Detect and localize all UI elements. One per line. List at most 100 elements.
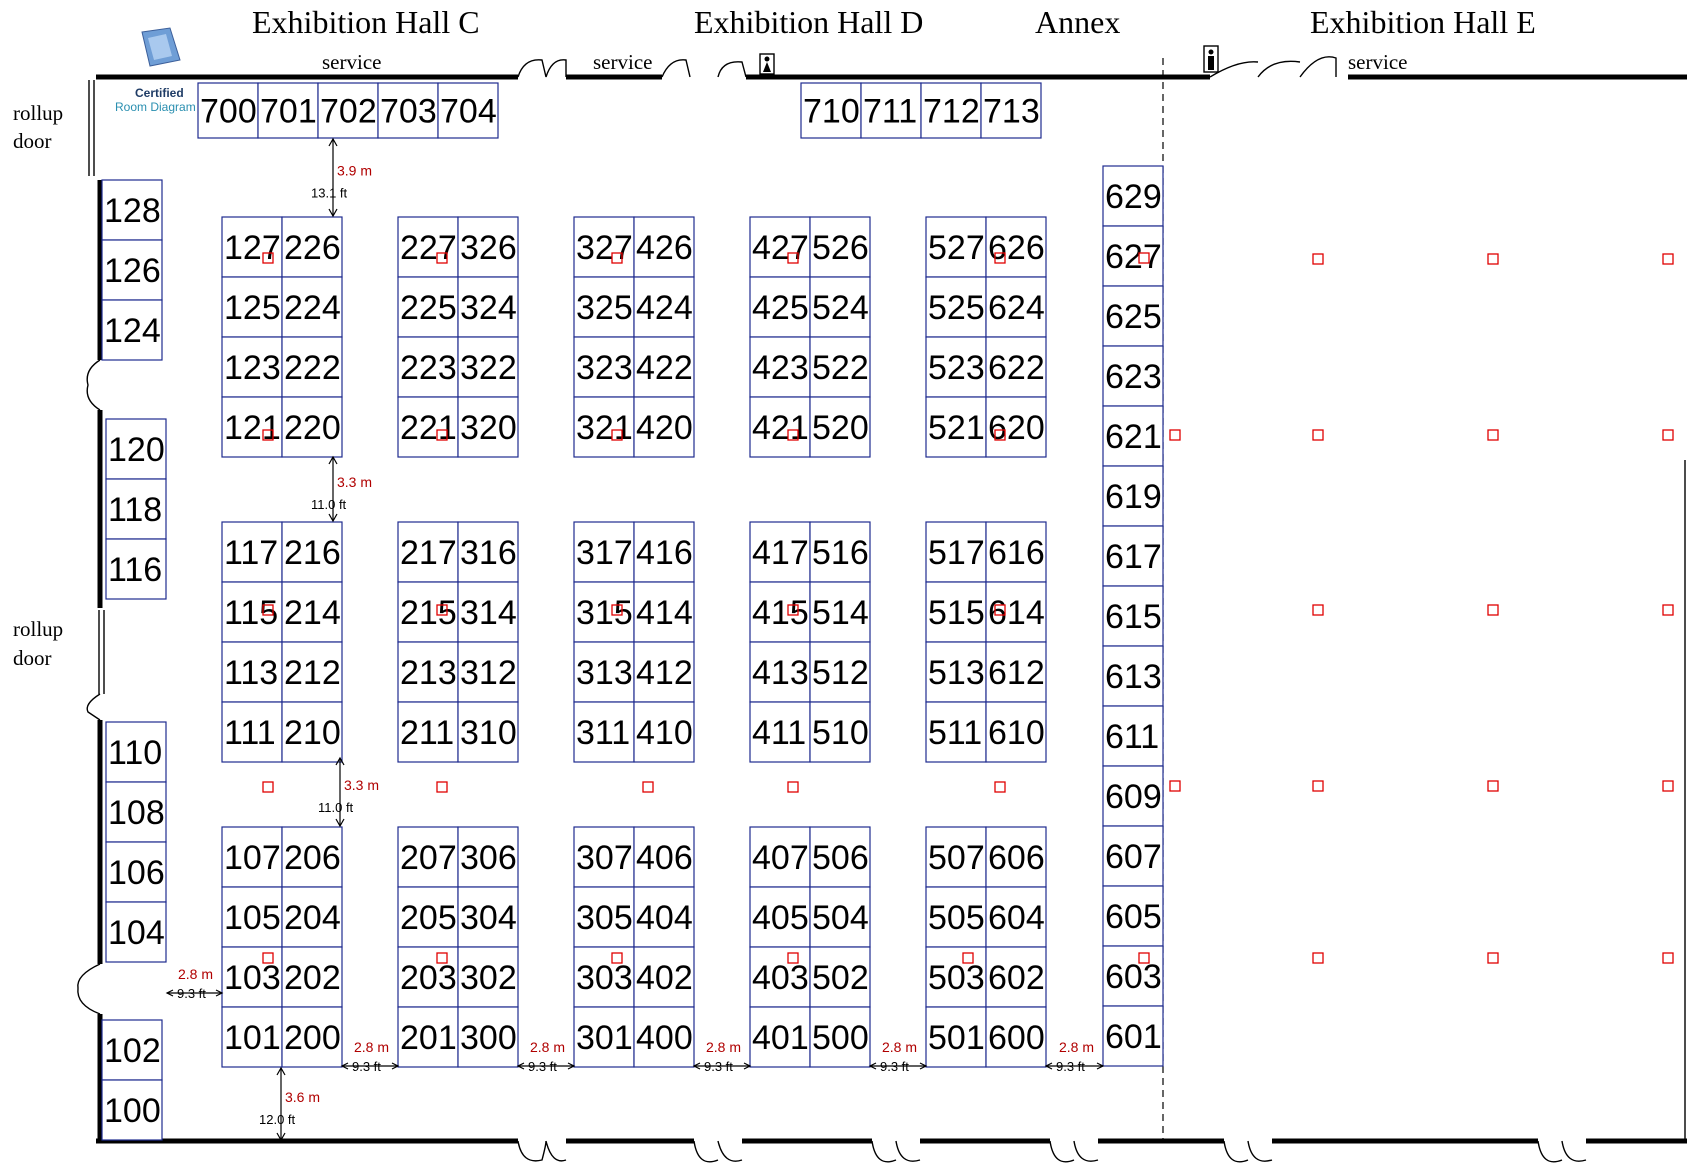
booth-526[interactable]: 526 <box>809 216 871 278</box>
booth-612[interactable]: 612 <box>985 641 1047 703</box>
booth-500[interactable]: 500 <box>809 1006 871 1068</box>
booth-214[interactable]: 214 <box>281 581 343 643</box>
booth-623[interactable]: 623 <box>1102 345 1164 407</box>
booth-413[interactable]: 413 <box>749 641 811 703</box>
booth-613[interactable]: 613 <box>1102 645 1164 707</box>
booth-321[interactable]: 321 <box>573 396 635 458</box>
booth-605[interactable]: 605 <box>1102 885 1164 947</box>
booth-227[interactable]: 227 <box>397 216 459 278</box>
booth-514[interactable]: 514 <box>809 581 871 643</box>
booth-602[interactable]: 602 <box>985 946 1047 1008</box>
booth-100[interactable]: 100 <box>101 1079 163 1141</box>
booth-700[interactable]: 700 <box>197 82 259 139</box>
booth-110[interactable]: 110 <box>105 721 167 783</box>
booth-523[interactable]: 523 <box>925 336 987 398</box>
booth-224[interactable]: 224 <box>281 276 343 338</box>
booth-324[interactable]: 324 <box>457 276 519 338</box>
booth-202[interactable]: 202 <box>281 946 343 1008</box>
booth-126[interactable]: 126 <box>101 239 163 301</box>
booth-222[interactable]: 222 <box>281 336 343 398</box>
booth-609[interactable]: 609 <box>1102 765 1164 827</box>
booth-313[interactable]: 313 <box>573 641 635 703</box>
booth-316[interactable]: 316 <box>457 521 519 583</box>
booth-610[interactable]: 610 <box>985 701 1047 763</box>
booth-200[interactable]: 200 <box>281 1006 343 1068</box>
booth-701[interactable]: 701 <box>257 82 319 139</box>
booth-702[interactable]: 702 <box>317 82 379 139</box>
booth-400[interactable]: 400 <box>633 1006 695 1068</box>
booth-203[interactable]: 203 <box>397 946 459 1008</box>
booth-204[interactable]: 204 <box>281 886 343 948</box>
booth-421[interactable]: 421 <box>749 396 811 458</box>
booth-205[interactable]: 205 <box>397 886 459 948</box>
booth-417[interactable]: 417 <box>749 521 811 583</box>
booth-420[interactable]: 420 <box>633 396 695 458</box>
booth-311[interactable]: 311 <box>573 701 635 763</box>
booth-306[interactable]: 306 <box>457 826 519 888</box>
booth-427[interactable]: 427 <box>749 216 811 278</box>
booth-116[interactable]: 116 <box>105 538 167 600</box>
booth-513[interactable]: 513 <box>925 641 987 703</box>
booth-515[interactable]: 515 <box>925 581 987 643</box>
booth-216[interactable]: 216 <box>281 521 343 583</box>
booth-121[interactable]: 121 <box>221 396 283 458</box>
booth-113[interactable]: 113 <box>221 641 283 703</box>
booth-603[interactable]: 603 <box>1102 945 1164 1007</box>
booth-300[interactable]: 300 <box>457 1006 519 1068</box>
booth-220[interactable]: 220 <box>281 396 343 458</box>
booth-510[interactable]: 510 <box>809 701 871 763</box>
booth-522[interactable]: 522 <box>809 336 871 398</box>
booth-118[interactable]: 118 <box>105 478 167 540</box>
booth-326[interactable]: 326 <box>457 216 519 278</box>
booth-600[interactable]: 600 <box>985 1006 1047 1068</box>
booth-410[interactable]: 410 <box>633 701 695 763</box>
booth-217[interactable]: 217 <box>397 521 459 583</box>
booth-501[interactable]: 501 <box>925 1006 987 1068</box>
booth-221[interactable]: 221 <box>397 396 459 458</box>
booth-207[interactable]: 207 <box>397 826 459 888</box>
booth-320[interactable]: 320 <box>457 396 519 458</box>
booth-307[interactable]: 307 <box>573 826 635 888</box>
booth-517[interactable]: 517 <box>925 521 987 583</box>
booth-604[interactable]: 604 <box>985 886 1047 948</box>
booth-128[interactable]: 128 <box>101 179 163 241</box>
booth-511[interactable]: 511 <box>925 701 987 763</box>
booth-503[interactable]: 503 <box>925 946 987 1008</box>
booth-415[interactable]: 415 <box>749 581 811 643</box>
booth-627[interactable]: 627 <box>1102 225 1164 287</box>
booth-303[interactable]: 303 <box>573 946 635 1008</box>
booth-211[interactable]: 211 <box>397 701 459 763</box>
booth-615[interactable]: 615 <box>1102 585 1164 647</box>
booth-117[interactable]: 117 <box>221 521 283 583</box>
booth-504[interactable]: 504 <box>809 886 871 948</box>
booth-710[interactable]: 710 <box>800 82 862 139</box>
booth-625[interactable]: 625 <box>1102 285 1164 347</box>
booth-422[interactable]: 422 <box>633 336 695 398</box>
booth-713[interactable]: 713 <box>980 82 1042 139</box>
booth-111[interactable]: 111 <box>221 701 283 763</box>
booth-424[interactable]: 424 <box>633 276 695 338</box>
booth-304[interactable]: 304 <box>457 886 519 948</box>
booth-302[interactable]: 302 <box>457 946 519 1008</box>
booth-703[interactable]: 703 <box>377 82 439 139</box>
booth-624[interactable]: 624 <box>985 276 1047 338</box>
booth-616[interactable]: 616 <box>985 521 1047 583</box>
booth-102[interactable]: 102 <box>101 1019 163 1081</box>
booth-312[interactable]: 312 <box>457 641 519 703</box>
booth-502[interactable]: 502 <box>809 946 871 1008</box>
booth-103[interactable]: 103 <box>221 946 283 1008</box>
booth-314[interactable]: 314 <box>457 581 519 643</box>
booth-712[interactable]: 712 <box>920 82 982 139</box>
booth-404[interactable]: 404 <box>633 886 695 948</box>
booth-411[interactable]: 411 <box>749 701 811 763</box>
booth-622[interactable]: 622 <box>985 336 1047 398</box>
booth-123[interactable]: 123 <box>221 336 283 398</box>
booth-614[interactable]: 614 <box>985 581 1047 643</box>
booth-215[interactable]: 215 <box>397 581 459 643</box>
booth-629[interactable]: 629 <box>1102 165 1164 227</box>
booth-525[interactable]: 525 <box>925 276 987 338</box>
booth-104[interactable]: 104 <box>105 901 167 963</box>
booth-405[interactable]: 405 <box>749 886 811 948</box>
booth-527[interactable]: 527 <box>925 216 987 278</box>
booth-426[interactable]: 426 <box>633 216 695 278</box>
